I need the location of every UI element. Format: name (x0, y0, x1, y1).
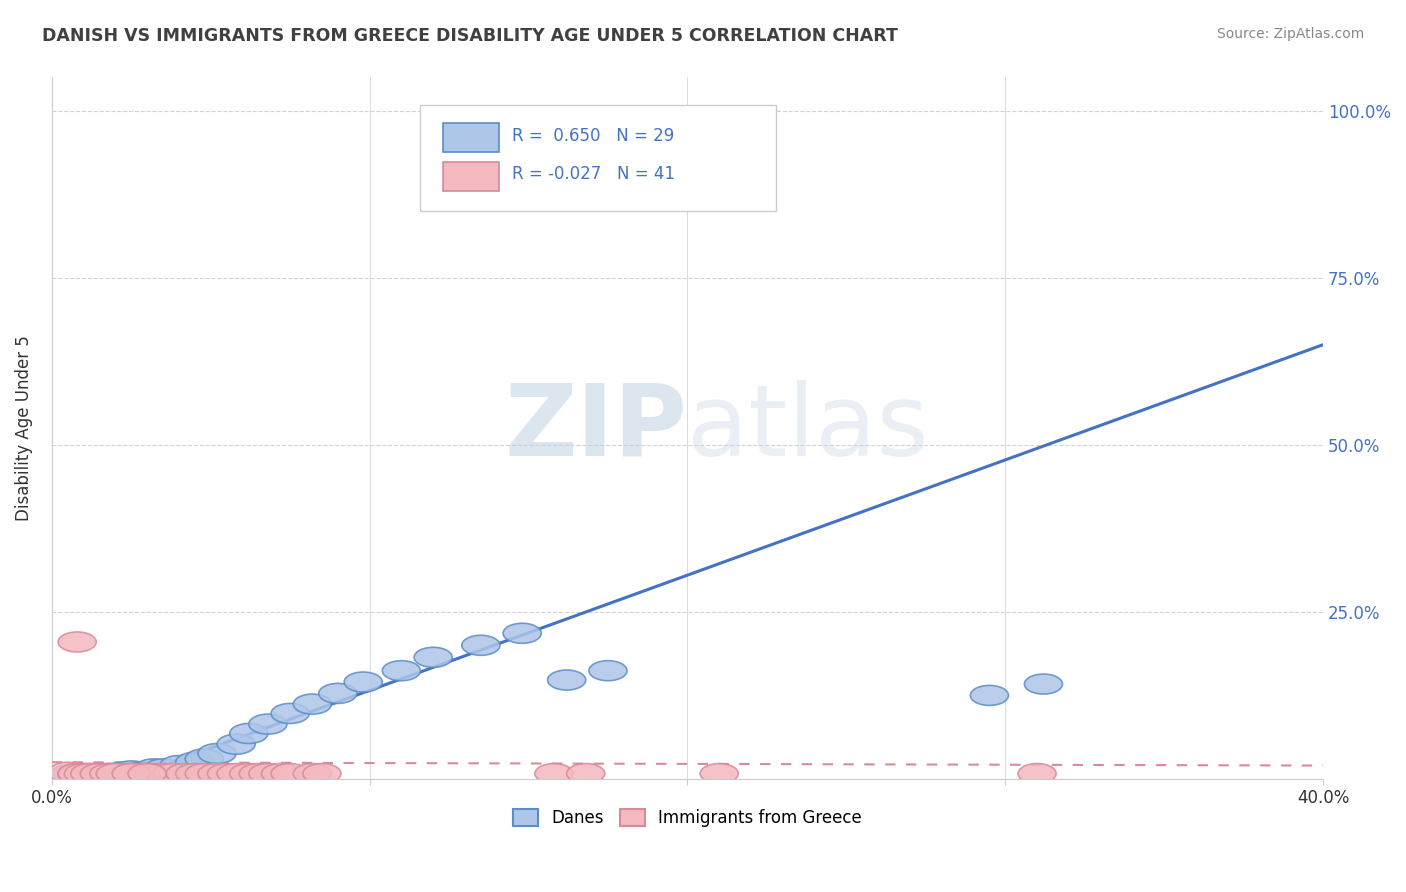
Ellipse shape (135, 759, 173, 779)
Ellipse shape (271, 764, 309, 783)
Ellipse shape (80, 764, 118, 783)
Ellipse shape (344, 672, 382, 692)
Ellipse shape (58, 632, 96, 652)
Ellipse shape (49, 763, 87, 782)
Ellipse shape (589, 661, 627, 681)
Ellipse shape (239, 764, 277, 783)
Y-axis label: Disability Age Under 5: Disability Age Under 5 (15, 335, 32, 521)
Ellipse shape (382, 661, 420, 681)
Ellipse shape (135, 764, 173, 783)
Ellipse shape (65, 764, 103, 783)
Ellipse shape (1025, 674, 1063, 694)
Ellipse shape (58, 765, 96, 786)
Ellipse shape (80, 765, 118, 786)
Ellipse shape (90, 764, 128, 783)
Ellipse shape (103, 764, 141, 783)
Ellipse shape (249, 764, 287, 783)
Ellipse shape (77, 764, 115, 783)
Ellipse shape (160, 756, 198, 775)
Ellipse shape (112, 764, 150, 783)
Ellipse shape (153, 764, 191, 783)
Legend: Danes, Immigrants from Greece: Danes, Immigrants from Greece (506, 802, 869, 834)
Ellipse shape (461, 635, 501, 656)
Ellipse shape (122, 764, 160, 783)
Ellipse shape (166, 764, 204, 783)
Ellipse shape (112, 761, 150, 780)
Text: ZIP: ZIP (505, 380, 688, 476)
Ellipse shape (83, 764, 122, 783)
Ellipse shape (176, 764, 214, 783)
Ellipse shape (112, 764, 150, 783)
Ellipse shape (217, 764, 254, 783)
Text: R = -0.027   N = 41: R = -0.027 N = 41 (512, 165, 675, 183)
Ellipse shape (262, 764, 299, 783)
Ellipse shape (65, 764, 103, 783)
Ellipse shape (208, 764, 246, 783)
Ellipse shape (700, 764, 738, 783)
Ellipse shape (103, 763, 141, 782)
Ellipse shape (319, 683, 357, 704)
Ellipse shape (143, 759, 181, 779)
Ellipse shape (186, 749, 224, 769)
Ellipse shape (294, 694, 332, 714)
Ellipse shape (503, 624, 541, 643)
Ellipse shape (128, 764, 166, 783)
FancyBboxPatch shape (443, 123, 499, 153)
Ellipse shape (70, 764, 108, 783)
Ellipse shape (58, 764, 96, 783)
Ellipse shape (70, 765, 108, 786)
Ellipse shape (534, 764, 574, 783)
Text: DANISH VS IMMIGRANTS FROM GREECE DISABILITY AGE UNDER 5 CORRELATION CHART: DANISH VS IMMIGRANTS FROM GREECE DISABIL… (42, 27, 898, 45)
Ellipse shape (294, 764, 332, 783)
Ellipse shape (143, 764, 181, 783)
Ellipse shape (96, 764, 135, 783)
Ellipse shape (128, 764, 166, 783)
Ellipse shape (90, 764, 128, 783)
Ellipse shape (302, 764, 342, 783)
Text: atlas: atlas (688, 380, 929, 476)
Ellipse shape (249, 714, 287, 734)
Ellipse shape (58, 764, 96, 783)
Ellipse shape (186, 764, 224, 783)
Ellipse shape (547, 670, 586, 690)
Ellipse shape (217, 734, 254, 755)
Ellipse shape (96, 764, 135, 783)
FancyBboxPatch shape (420, 105, 776, 211)
Text: R =  0.650   N = 29: R = 0.650 N = 29 (512, 128, 675, 145)
Text: Source: ZipAtlas.com: Source: ZipAtlas.com (1216, 27, 1364, 41)
Ellipse shape (970, 685, 1008, 706)
Ellipse shape (271, 704, 309, 723)
FancyBboxPatch shape (443, 161, 499, 191)
Ellipse shape (229, 764, 269, 783)
Ellipse shape (229, 723, 269, 744)
Ellipse shape (567, 764, 605, 783)
Ellipse shape (1018, 764, 1056, 783)
Ellipse shape (90, 764, 128, 783)
Ellipse shape (49, 765, 87, 786)
Ellipse shape (198, 744, 236, 764)
Ellipse shape (176, 752, 214, 772)
Ellipse shape (198, 764, 236, 783)
Ellipse shape (122, 763, 160, 782)
Ellipse shape (415, 648, 453, 667)
Ellipse shape (70, 764, 108, 783)
